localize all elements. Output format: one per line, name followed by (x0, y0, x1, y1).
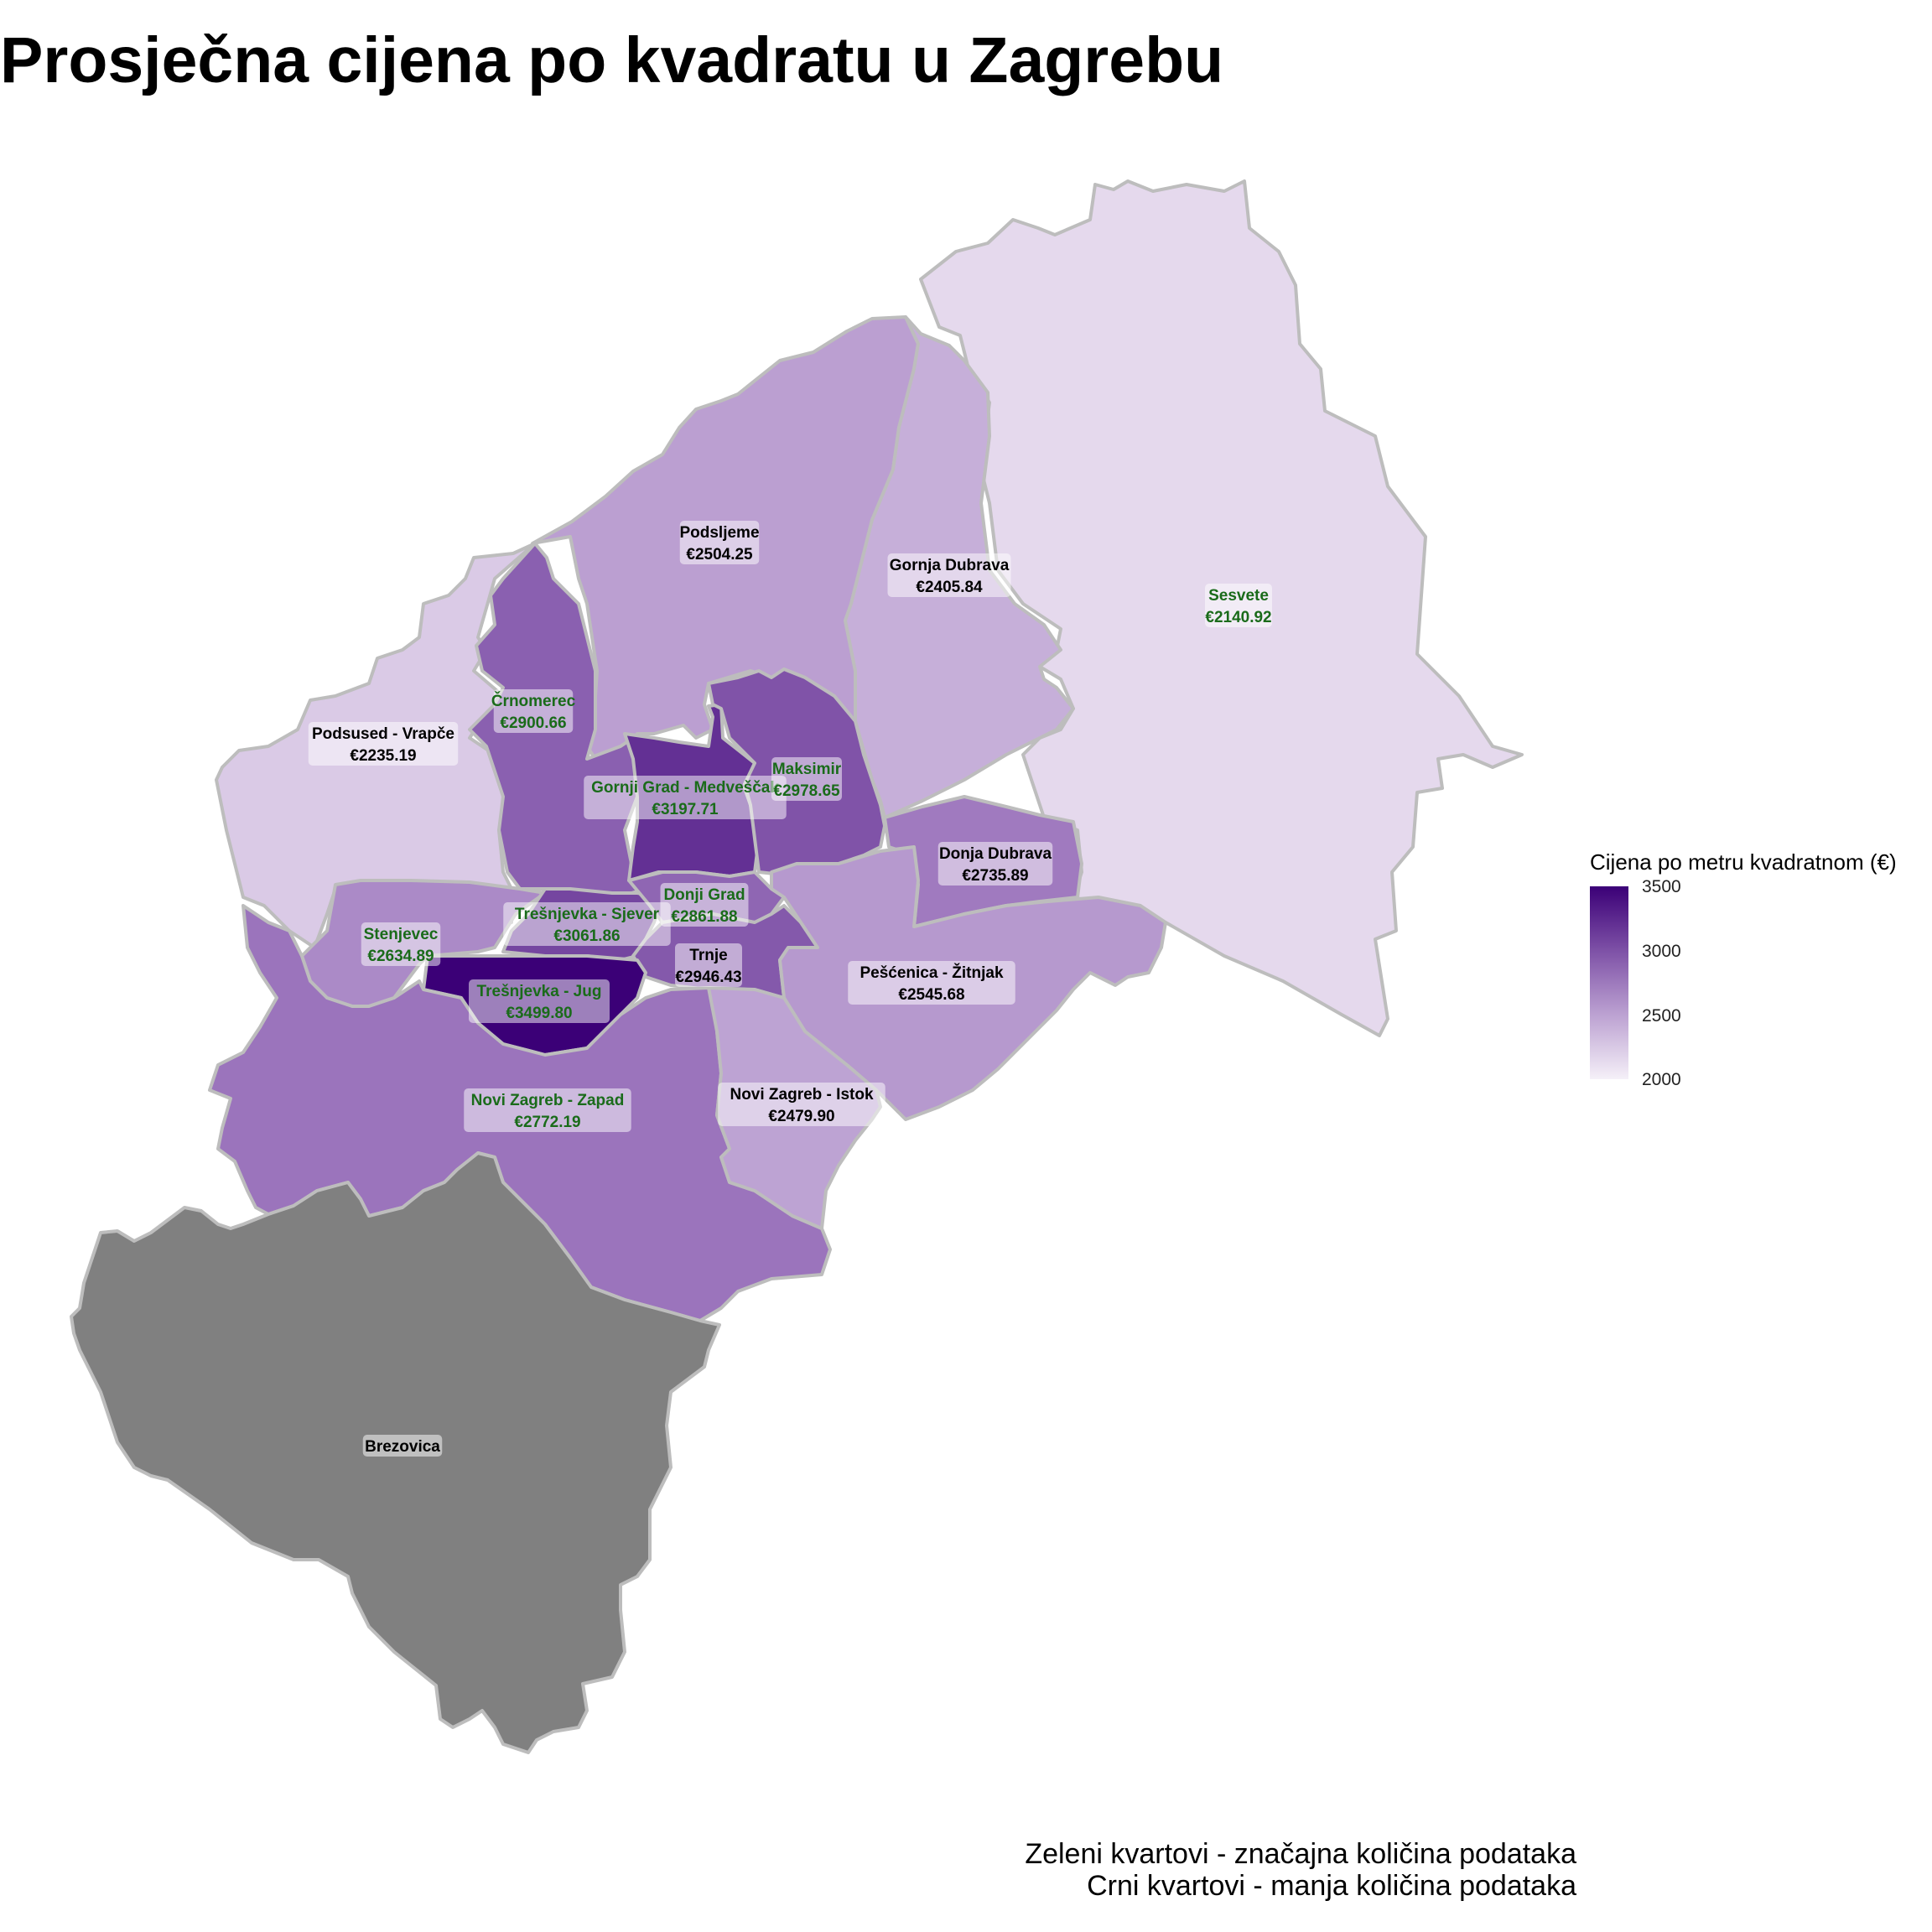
district-label-trnje: Trnje €2946.43 (675, 943, 742, 987)
district-price: €3197.71 (652, 801, 719, 818)
label-background (362, 1435, 443, 1457)
district-label-gornja-dubrava: Gornja Dubrava €2405.84 (887, 553, 1011, 597)
label-background (584, 776, 787, 819)
district-price: €2235.19 (350, 747, 416, 765)
label-background (848, 961, 1015, 1005)
district-price: €3499.80 (506, 1005, 572, 1022)
district-name: Pešćenica - Žitnjak (860, 963, 1004, 982)
district-label-sesvete: Sesvete €2140.92 (1205, 584, 1272, 627)
district-name: Trešnjevka - Jug (477, 983, 602, 1000)
label-background (1205, 584, 1272, 627)
district-price: €2735.89 (962, 867, 1028, 885)
district-price: €2861.88 (671, 908, 737, 926)
caption-line-sparse: Crni kvartovi - manja količina podataka (1087, 1870, 1576, 1902)
district-price: €2634.89 (367, 948, 434, 965)
label-background (675, 943, 742, 987)
district-label-gornji-grad-medvescak: Gornji Grad - Medveščak €3197.71 (584, 776, 787, 819)
district-price: €2900.66 (500, 714, 566, 732)
district-name: Gornji Grad - Medveščak (591, 779, 779, 797)
district-name: Črnomerec (491, 692, 576, 710)
caption-line-significant: Zeleni kvartovi - značajna količina poda… (1025, 1838, 1576, 1870)
label-background (937, 842, 1053, 886)
label-background (771, 757, 842, 801)
district-price: €2140.92 (1205, 609, 1271, 626)
district-name: Donja Dubrava (939, 845, 1052, 863)
district-price: €2405.84 (916, 579, 983, 596)
district-label-podsused-vrapce: Podsused - Vrapče €2235.19 (308, 722, 459, 766)
label-background (679, 521, 760, 564)
legend-tick-label: 2000 (1642, 1070, 1681, 1089)
district-layer (70, 179, 1524, 1754)
district-name: Maksimir (772, 761, 842, 778)
legend-tick-label: 3000 (1642, 942, 1681, 961)
district-name: Trešnjevka - Sjever (515, 906, 660, 923)
district-label-crnomerec: Črnomerec €2900.66 (491, 689, 576, 733)
district-label-donja-dubrava: Donja Dubrava €2735.89 (937, 842, 1053, 886)
district-label-tresnjevka-sjever: Trešnjevka - Sjever €3061.86 (503, 902, 671, 946)
district-label-pescenica-zitnjak: Pešćenica - Žitnjak €2545.68 (848, 961, 1015, 1005)
label-background (493, 689, 574, 733)
district-label-tresnjevka-jug: Trešnjevka - Jug €3499.80 (469, 979, 610, 1023)
district-label-novi-zagreb-istok: Novi Zagreb - Istok €2479.90 (718, 1083, 886, 1126)
label-background (660, 883, 749, 927)
legend-tick-label: 2500 (1642, 1006, 1681, 1026)
district-price: €2479.90 (768, 1108, 834, 1125)
caption: Zeleni kvartovi - značajna količina poda… (1025, 1838, 1576, 1902)
legend-title: Cijena po metru kvadratnom (€) (1590, 849, 1897, 875)
legend-colorbar (1590, 886, 1628, 1079)
district-price: €2504.25 (686, 546, 753, 564)
map-title: Prosječna cijena po kvadratu u Zagrebu (0, 24, 1224, 96)
label-layer: Sesvete €2140.92 Podsljeme €2504.25 Gornja D… (308, 521, 1272, 1457)
district-name: Trnje (689, 947, 727, 964)
label-background (718, 1083, 886, 1126)
legend-tick-label: 3500 (1642, 877, 1681, 896)
district-price: €2978.65 (773, 782, 840, 800)
district-label-novi-zagreb-zapad: Novi Zagreb - Zapad €2772.19 (464, 1088, 631, 1132)
district-label-podsljeme: Podsljeme €2504.25 (679, 521, 760, 564)
label-background (503, 902, 671, 946)
district-name: Donji Grad (663, 886, 745, 904)
district-price: €2946.43 (675, 969, 741, 986)
district-price: €2772.19 (514, 1114, 580, 1131)
district-name: Podsljeme (679, 524, 759, 542)
label-background (464, 1088, 631, 1132)
district-label-stenjevec: Stenjevec €2634.89 (361, 922, 441, 966)
district-label-brezovica: Brezovica (362, 1435, 443, 1457)
label-background (361, 922, 441, 966)
district-name: Podsused - Vrapče (312, 725, 454, 743)
district-name: Gornja Dubrava (890, 557, 1010, 574)
district-name: Novi Zagreb - Istok (730, 1086, 873, 1104)
district-label-maksimir: Maksimir €2978.65 (771, 757, 842, 801)
label-background (469, 979, 610, 1023)
district-label-donji-grad: Donji Grad €2861.88 (660, 883, 749, 927)
label-background (308, 722, 459, 766)
district-price: €2545.68 (898, 986, 964, 1004)
label-background (887, 553, 1011, 597)
district-price: €3061.86 (553, 927, 620, 945)
district-name: Brezovica (365, 1438, 440, 1456)
district-name: Sesvete (1208, 587, 1269, 605)
district-name: Novi Zagreb - Zapad (471, 1092, 625, 1109)
district-name: Stenjevec (364, 926, 439, 943)
